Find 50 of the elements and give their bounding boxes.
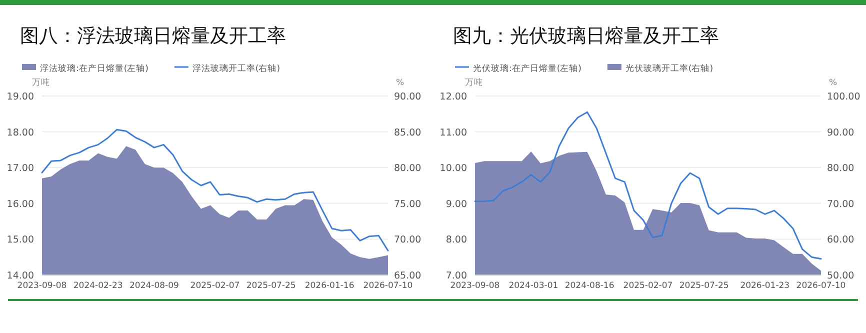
x-tick-label: 2023-09-08: [17, 281, 67, 291]
line-series: [474, 111, 822, 260]
y2-tick-label: 70.00: [827, 198, 854, 210]
y-tick-label: 11.00: [440, 127, 467, 138]
y-tick-label: 16.00: [6, 198, 34, 210]
y2-axis-title: %: [829, 78, 838, 88]
y-tick-label: 19.00: [6, 92, 34, 102]
x-tick-label: 2026-07-10: [363, 281, 413, 291]
y-tick-label: 10.00: [440, 163, 467, 174]
y2-tick-label: 75.00: [394, 198, 422, 210]
x-tick-label: 2024-02-23: [73, 281, 123, 291]
x-tick-label: 2023-09-08: [450, 281, 500, 291]
x-tick-label: 2025-07-25: [246, 281, 296, 291]
y-tick-label: 8.00: [446, 234, 467, 246]
y-tick-label: 14.00: [6, 270, 34, 282]
y2-tick-label: 50.00: [827, 270, 854, 282]
y2-tick-label: 100.00: [827, 92, 860, 102]
y2-tick-label: 80.00: [827, 163, 854, 174]
x-tick-label: 2025-07-25: [679, 281, 729, 291]
y-tick-label: 12.00: [440, 92, 467, 102]
y2-tick-label: 60.00: [827, 234, 854, 246]
y2-tick-label: 70.00: [394, 234, 422, 246]
x-tick-label: 2024-08-16: [564, 281, 614, 291]
y-axis-title: 万吨: [465, 77, 483, 88]
x-tick-label: 2026-01-23: [740, 281, 790, 291]
x-tick-label: 2024-03-01: [508, 281, 558, 291]
legend-label: 光伏玻璃:在产日熔量(左轴): [473, 63, 582, 74]
chart-title: 图八：浮法玻璃日熔量及开工率: [20, 25, 286, 47]
legend-label: 浮法玻璃开工率(右轴): [192, 63, 280, 74]
x-tick-label: 2026-01-16: [304, 281, 354, 291]
legend-label: 光伏玻璃开工率(右轴): [625, 63, 714, 74]
y2-tick-label: 90.00: [394, 92, 422, 102]
x-tick-label: 2025-02-07: [623, 281, 673, 291]
legend-label: 浮法玻璃:在产日熔量(左轴): [40, 63, 148, 74]
x-tick-label: 2026-07-10: [796, 281, 846, 291]
y2-tick-label: 65.00: [394, 270, 422, 282]
y2-tick-label: 85.00: [394, 127, 422, 138]
y-tick-label: 15.00: [6, 234, 34, 246]
x-tick-label: 2025-02-07: [190, 281, 240, 291]
line-series: [41, 128, 389, 252]
y-tick-label: 9.00: [446, 198, 467, 210]
y2-tick-label: 90.00: [827, 127, 854, 138]
chart-title: 图九：光伏玻璃日熔量及开工率: [453, 25, 719, 47]
y-tick-label: 17.00: [6, 163, 34, 174]
x-tick-label: 2024-08-09: [130, 281, 179, 291]
y2-tick-label: 80.00: [394, 163, 422, 174]
y-tick-label: 7.00: [446, 270, 467, 282]
y2-axis-title: %: [396, 78, 404, 88]
y-axis-title: 万吨: [32, 77, 50, 88]
y-tick-label: 18.00: [6, 127, 34, 138]
